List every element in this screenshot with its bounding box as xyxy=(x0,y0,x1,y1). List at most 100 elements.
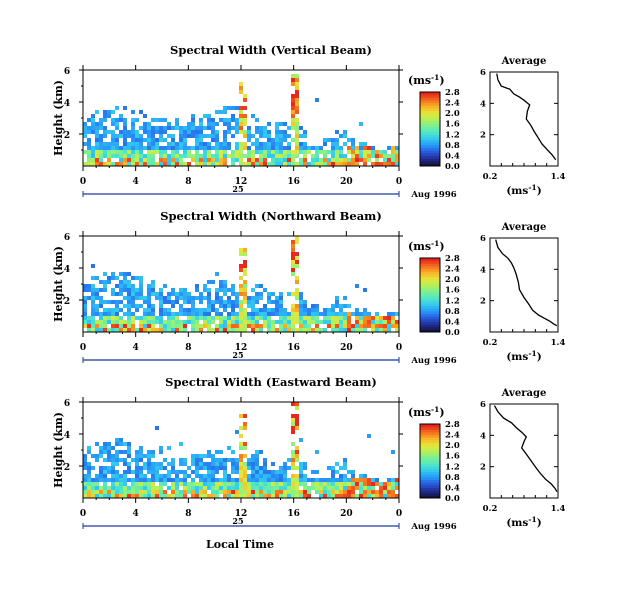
heatmap-cell xyxy=(283,328,287,332)
heatmap-cell xyxy=(275,300,279,304)
heatmap-cell xyxy=(363,146,367,150)
heatmap-cell xyxy=(135,150,139,154)
heatmap-cell xyxy=(115,312,119,316)
heatmap-cell xyxy=(311,482,315,486)
heatmap-cell xyxy=(323,478,327,482)
heatmap-cell xyxy=(231,308,235,312)
heatmap-cell xyxy=(295,296,299,300)
heatmap-cell xyxy=(99,158,103,162)
heatmap-cell xyxy=(159,478,163,482)
heatmap-cell xyxy=(347,162,351,166)
heatmap-cell xyxy=(283,466,287,470)
heatmap-cell xyxy=(387,158,391,162)
heatmap-cell xyxy=(111,150,115,154)
heatmap-cell xyxy=(191,118,195,122)
colorbar-segment xyxy=(420,466,440,470)
heatmap-cell xyxy=(259,158,263,162)
heatmap-cell xyxy=(375,328,379,332)
heatmap-cell xyxy=(263,478,267,482)
heatmap-cell xyxy=(83,458,87,462)
panel-title: Spectral Width (Vertical Beam) xyxy=(170,43,372,57)
colorbar-segment xyxy=(420,326,440,330)
heatmap-cell xyxy=(315,328,319,332)
heatmap-cell xyxy=(343,328,347,332)
heatmap-cell xyxy=(391,490,395,494)
heatmap-cell xyxy=(219,288,223,292)
heatmap-cell xyxy=(243,324,247,328)
heatmap-cell xyxy=(219,284,223,288)
heatmap-cell xyxy=(199,296,203,300)
x-tick-label: 20 xyxy=(340,509,353,519)
heatmap-cell xyxy=(343,154,347,158)
heatmap-cell xyxy=(143,300,147,304)
heatmap-cell xyxy=(371,478,375,482)
heatmap-cell xyxy=(383,154,387,158)
heatmap-cell xyxy=(295,446,299,450)
heatmap-cell xyxy=(295,126,299,130)
heatmap-cell xyxy=(383,162,387,166)
heatmap-cell xyxy=(103,446,107,450)
colorbar-segment xyxy=(420,150,440,154)
heatmap-cell xyxy=(395,158,399,162)
heatmap-cell xyxy=(259,486,263,490)
heatmap-cell xyxy=(131,328,135,332)
heatmap-cell xyxy=(83,474,87,478)
y-tick-label: 6 xyxy=(64,67,70,77)
heatmap-cell xyxy=(123,482,127,486)
heatmap-cell xyxy=(123,324,127,328)
heatmap-cell xyxy=(295,422,299,426)
heatmap-cell xyxy=(363,486,367,490)
heatmap-cell xyxy=(139,162,143,166)
heatmap-cell xyxy=(103,142,107,146)
heatmap-cell xyxy=(127,296,131,300)
colorbar-tick-label: 2.0 xyxy=(445,275,460,285)
heatmap-cell xyxy=(215,462,219,466)
heatmap-cell xyxy=(239,110,243,114)
heatmap-cell xyxy=(383,324,387,328)
heatmap-cell xyxy=(131,126,135,130)
heatmap-cell xyxy=(215,300,219,304)
heatmap-cell xyxy=(119,494,123,498)
heatmap-cell xyxy=(351,162,355,166)
heatmap-cell xyxy=(115,142,119,146)
x-tick-label: 12 xyxy=(235,343,248,353)
y-tick-label: 2 xyxy=(64,297,70,307)
heatmap-cell xyxy=(323,494,327,498)
heatmap-cell xyxy=(83,150,87,154)
heatmap-cell xyxy=(347,304,351,308)
heatmap-cell xyxy=(191,494,195,498)
heatmap-cell xyxy=(195,162,199,166)
heatmap-cell xyxy=(231,462,235,466)
heatmap-cell xyxy=(339,304,343,308)
heatmap-cell xyxy=(395,494,399,498)
heatmap-cells xyxy=(83,402,399,498)
heatmap-cell xyxy=(387,478,391,482)
heatmap-cell xyxy=(199,154,203,158)
heatmap-cell xyxy=(295,458,299,462)
heatmap-cell xyxy=(347,486,351,490)
heatmap-cell xyxy=(339,316,343,320)
heatmap-cell xyxy=(203,114,207,118)
heatmap-cell xyxy=(99,494,103,498)
heatmap-cell xyxy=(239,494,243,498)
heatmap-cell xyxy=(387,328,391,332)
heatmap-cell xyxy=(167,158,171,162)
heatmap-cell xyxy=(195,142,199,146)
y-tick-label: 6 xyxy=(64,399,70,409)
colorbar-segment xyxy=(420,439,440,443)
heatmap-cell xyxy=(127,288,131,292)
heatmap-cell xyxy=(115,438,119,442)
heatmap-cell xyxy=(159,324,163,328)
colorbar-segment xyxy=(420,118,440,122)
heatmap-cell xyxy=(199,308,203,312)
heatmap-cell xyxy=(99,150,103,154)
heatmap-cell xyxy=(179,442,183,446)
heatmap-cell xyxy=(263,482,267,486)
heatmap-cell xyxy=(171,482,175,486)
heatmap-cell xyxy=(115,150,119,154)
heatmap-cell xyxy=(303,162,307,166)
heatmap-cell xyxy=(271,162,275,166)
heatmap-cell xyxy=(135,470,139,474)
heatmap-cell xyxy=(351,490,355,494)
